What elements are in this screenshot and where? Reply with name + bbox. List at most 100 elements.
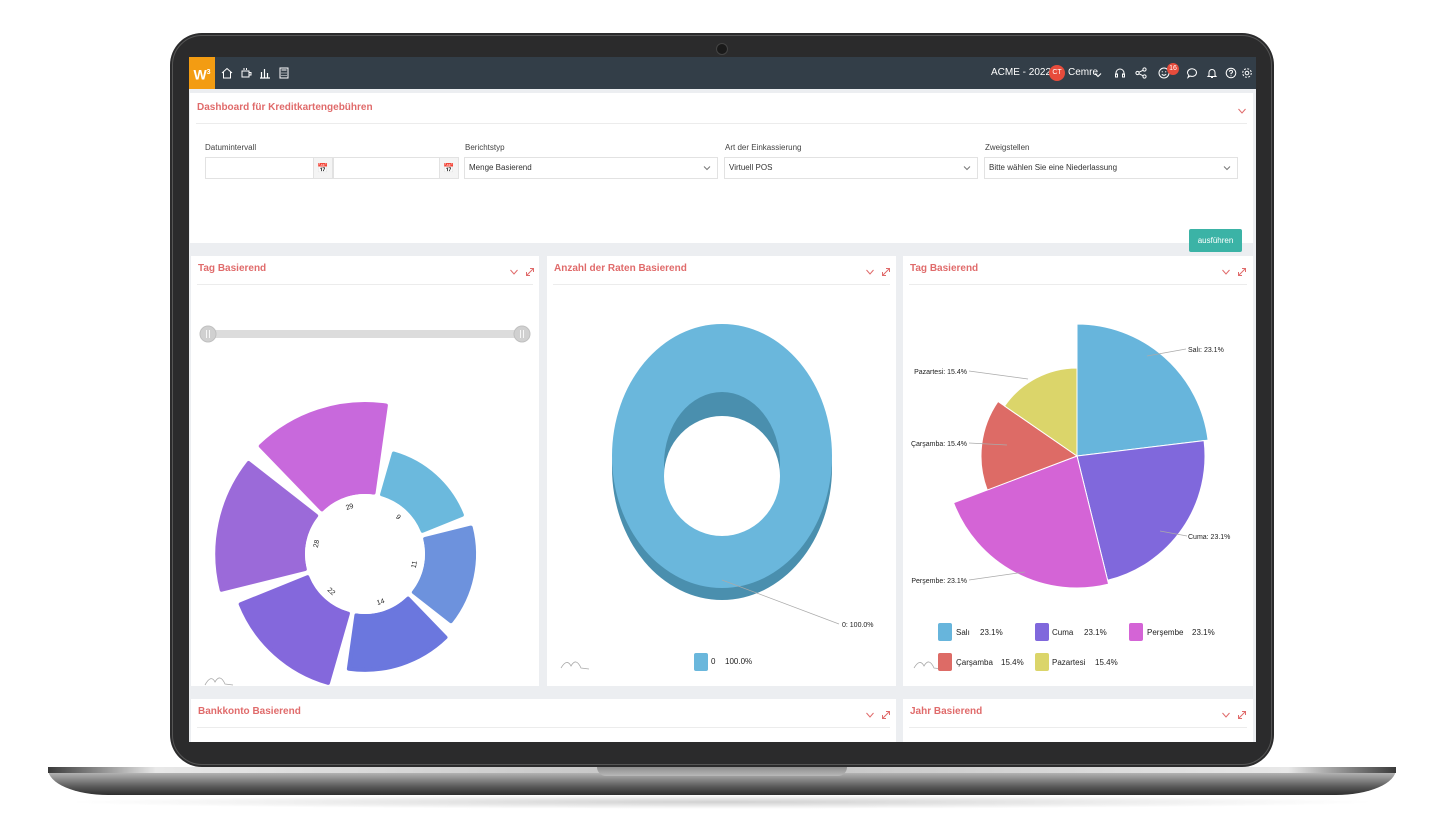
chevron-down-icon [703, 166, 711, 171]
pie-data-label: Çarşamba: 15.4% [911, 441, 967, 448]
pie-data-label: Pazartesi: 15.4% [914, 369, 967, 376]
range-slider-handle-right[interactable] [513, 325, 531, 343]
legend-label[interactable]: 0 [711, 657, 716, 666]
expand-icon[interactable] [881, 707, 891, 719]
polar-segment[interactable] [215, 461, 319, 592]
polar-center [305, 494, 425, 614]
app-screen: W3 ACME - 2022 CT Cemre 16 [189, 57, 1256, 742]
date-to-field[interactable]: 📅 [333, 157, 459, 179]
range-slider-handle-left[interactable] [199, 325, 217, 343]
legend-value: 23.1% [980, 628, 1003, 637]
polar-segment[interactable] [238, 575, 350, 685]
divider [197, 284, 533, 285]
legend-value: 23.1% [1192, 628, 1215, 637]
legend-label[interactable]: Cuma [1052, 628, 1074, 637]
legend-swatch[interactable] [938, 653, 952, 671]
collapse-chevron-icon[interactable] [1221, 264, 1231, 275]
collection-type-label: Art der Einkassierung [725, 143, 802, 152]
run-button[interactable]: ausführen [1189, 229, 1242, 252]
calculator-icon[interactable] [277, 66, 291, 80]
report-type-select[interactable]: Menge Basierend [464, 157, 718, 179]
date-label: Datumintervall [205, 143, 257, 152]
polar-segment[interactable] [258, 402, 388, 512]
divider [909, 727, 1247, 728]
sparkline-icon [560, 661, 590, 670]
laptop-shadow [60, 795, 1384, 809]
help-icon[interactable] [1224, 66, 1238, 80]
chevron-down-icon[interactable] [1093, 67, 1103, 78]
legend-swatch[interactable] [1129, 623, 1143, 641]
polar-segment[interactable] [346, 596, 448, 672]
expand-icon[interactable] [1237, 707, 1247, 719]
laptop-notch [597, 767, 847, 776]
legend-value: 23.1% [1084, 628, 1107, 637]
legend-label[interactable]: Çarşamba [956, 658, 993, 667]
branch-value: Bitte wählen Sie eine Niederlassung [989, 163, 1118, 172]
donut-data-label: 0: 100.0% [842, 622, 874, 629]
pie-slice[interactable] [1076, 323, 1209, 457]
headset-icon[interactable] [1113, 66, 1127, 80]
divider [909, 284, 1247, 285]
polar-segment-label: 9 [394, 514, 402, 522]
app-logo[interactable]: W3 [189, 57, 215, 89]
polar-segment-label: 11 [411, 560, 419, 569]
notification-badge: 16 [1167, 63, 1179, 75]
expand-icon[interactable] [881, 264, 891, 276]
pie-data-label: Cuma: 23.1% [1188, 534, 1230, 541]
collapse-chevron-icon[interactable] [1237, 103, 1247, 114]
legend-label[interactable]: Pazartesi [1052, 658, 1086, 667]
bar-chart-icon[interactable] [258, 66, 272, 80]
polar-segment-label: 22 [326, 587, 337, 597]
expand-icon[interactable] [1237, 264, 1247, 276]
pie-slice[interactable] [1003, 367, 1078, 457]
report-type-label: Berichtstyp [465, 143, 505, 152]
legend-swatch[interactable] [1035, 653, 1049, 671]
cup-icon[interactable] [239, 66, 253, 80]
chevron-down-icon [963, 166, 971, 171]
pie-slice[interactable] [980, 400, 1079, 491]
collapse-chevron-icon[interactable] [865, 264, 875, 275]
camera [716, 43, 728, 55]
company-label[interactable]: ACME - 2022 [991, 67, 1052, 78]
legend-label[interactable]: Salı [956, 628, 970, 637]
collapse-chevron-icon[interactable] [509, 264, 519, 275]
polar-chart: 29 9 11 14 22 28 [199, 325, 531, 686]
bell-icon[interactable] [1205, 66, 1219, 80]
home-icon[interactable] [220, 66, 234, 80]
legend-swatch[interactable] [1035, 623, 1049, 641]
calendar-icon[interactable]: 📅 [313, 158, 332, 178]
day-pie-title: Tag Basierend [910, 263, 979, 274]
branch-select[interactable]: Bitte wählen Sie eine Niederlassung [984, 157, 1238, 179]
pie-slice[interactable] [1076, 440, 1206, 581]
bank-panel-title: Bankkonto Basierend [198, 706, 301, 717]
polar-segment[interactable] [380, 451, 464, 533]
polar-segment[interactable] [411, 525, 477, 624]
legend-value: 100.0% [725, 657, 753, 666]
legend-value: 15.4% [1095, 658, 1118, 667]
filter-panel-title: Dashboard für Kreditkartengebühren [197, 102, 373, 113]
settings-gear-icon[interactable] [1240, 66, 1254, 80]
year-panel: Jahr Basierend [903, 699, 1253, 742]
calendar-icon[interactable]: 📅 [439, 158, 458, 178]
collapse-chevron-icon[interactable] [1221, 707, 1231, 718]
legend-label[interactable]: Perşembe [1147, 628, 1184, 637]
collapse-chevron-icon[interactable] [865, 707, 875, 718]
branch-label: Zweigstellen [985, 143, 1030, 152]
date-from-field[interactable]: 📅 [205, 157, 333, 179]
legend-swatch[interactable] [694, 653, 708, 671]
pie-chart: Salı: 23.1% Cuma: 23.1% Perşembe: 23.1% … [911, 323, 1230, 670]
avatar[interactable]: CT [1049, 65, 1065, 81]
pie-slice[interactable] [952, 455, 1110, 589]
donut-hole [664, 416, 780, 536]
legend-value: 15.4% [1001, 658, 1024, 667]
collection-type-select[interactable]: Virtuell POS [724, 157, 978, 179]
pie-data-label: Salı: 23.1% [1188, 347, 1224, 354]
chat-icon[interactable] [1185, 66, 1199, 80]
legend-swatch[interactable] [938, 623, 952, 641]
user-name[interactable]: Cemre [1068, 67, 1099, 78]
bank-panel: Bankkonto Basierend [191, 699, 896, 742]
polar-segment-label: 14 [376, 598, 386, 607]
leader-line [721, 579, 840, 625]
share-icon[interactable] [1134, 66, 1148, 80]
expand-icon[interactable] [525, 264, 535, 276]
